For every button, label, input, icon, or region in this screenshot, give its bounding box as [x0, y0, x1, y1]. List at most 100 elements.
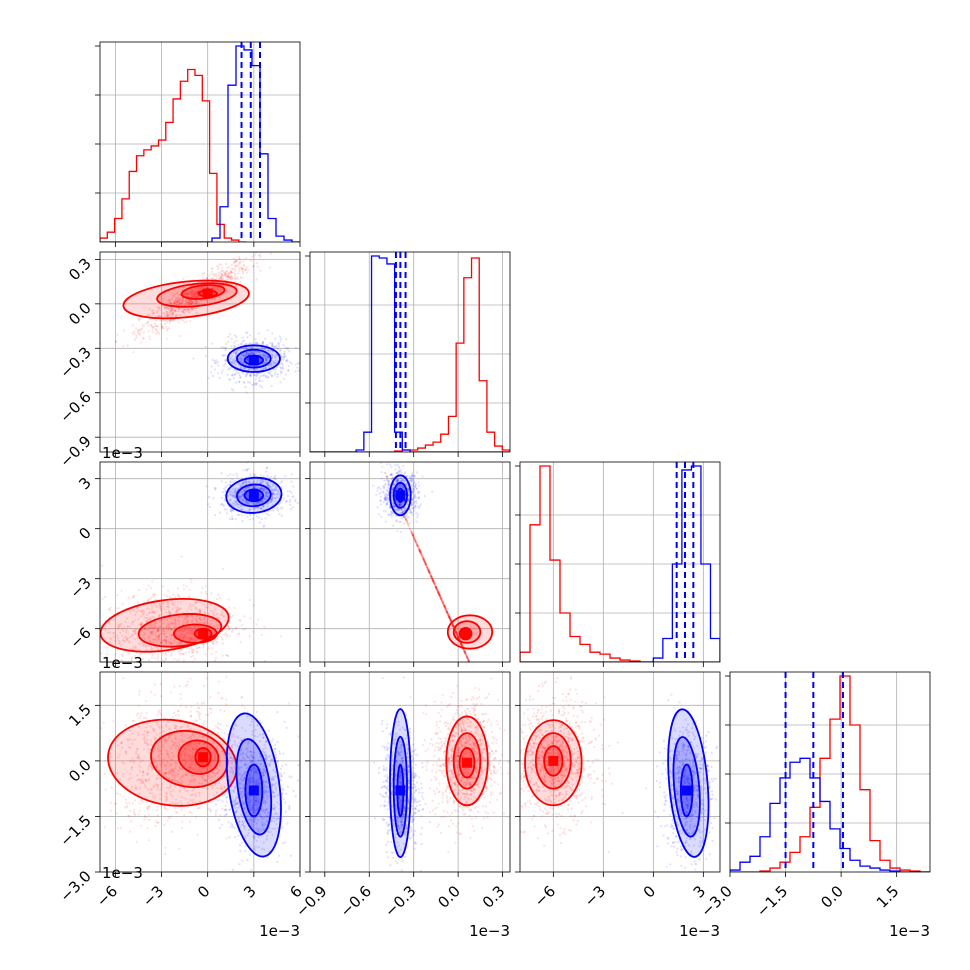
scatter-point [412, 536, 415, 539]
scatter-point [169, 643, 172, 646]
scatter-point [168, 301, 171, 304]
scatter-point [273, 361, 276, 364]
scatter-point [170, 654, 173, 657]
scatter-point [115, 607, 118, 610]
scatter-point [185, 295, 188, 298]
scatter-point [189, 638, 192, 641]
scatter-point [224, 632, 227, 635]
scatter-point [433, 583, 436, 586]
scatter-point [170, 292, 173, 295]
scatter-point [445, 609, 448, 612]
scatter-point [424, 561, 427, 564]
scatter-point [384, 499, 387, 502]
scatter-point [189, 578, 192, 581]
scatter-point [171, 602, 174, 605]
scatter-point [147, 324, 150, 327]
scatter-point [248, 503, 251, 506]
scatter-point [252, 604, 255, 607]
scatter-point [218, 624, 221, 627]
scatter-point [427, 570, 431, 573]
scatter-point [152, 325, 156, 328]
scatter-point [130, 622, 133, 625]
scatter-point [187, 310, 190, 313]
scatter-point [180, 302, 183, 305]
scatter-point [436, 590, 439, 593]
scatter-point [237, 255, 241, 259]
scatter-point [410, 480, 413, 484]
scatter-point [240, 359, 243, 362]
scatter-point [168, 616, 171, 619]
scatter-point [270, 252, 273, 255]
scatter-point [238, 632, 241, 635]
scatter-point [234, 260, 237, 263]
scatter-point [250, 346, 254, 349]
scatter-point [481, 690, 483, 692]
scatter-point [481, 690, 483, 692]
scatter-point [215, 288, 219, 291]
scatter-point [259, 374, 262, 377]
scatter-point [445, 610, 449, 613]
scatter-point [157, 628, 160, 631]
scatter-point [460, 643, 463, 646]
scatter-point [505, 744, 507, 746]
scatter-point [372, 444, 374, 446]
scatter-point [490, 711, 492, 713]
scatter-point [483, 694, 485, 696]
scatter-point [142, 658, 145, 661]
scatter-point [138, 623, 141, 626]
contours-series-0 [446, 614, 494, 650]
scatter-point [200, 292, 203, 295]
scatter-point [386, 477, 389, 480]
scatter-point [206, 503, 210, 506]
scatter-point [242, 354, 245, 357]
scatter-point [491, 712, 493, 714]
scatter-point [271, 344, 274, 347]
scatter-point [241, 481, 244, 485]
scatter-point [161, 325, 164, 328]
scatter-point [220, 371, 223, 374]
scatter-point [424, 563, 428, 566]
scatter-point [435, 587, 438, 591]
scatter-point [419, 551, 422, 555]
scatter-point [448, 617, 451, 620]
scatter-point [437, 591, 440, 594]
scatter-point [273, 361, 276, 364]
scatter-point [400, 471, 403, 474]
scatter-point [186, 292, 190, 295]
scatter-point [229, 473, 232, 476]
scatter-point [210, 622, 213, 625]
scatter-point [154, 621, 157, 625]
scatter-point [387, 479, 390, 482]
scatter-point [274, 496, 277, 500]
scatter-point [166, 601, 169, 604]
scatter-point [261, 488, 264, 491]
scatter-point [232, 268, 235, 271]
scatter-point [503, 739, 505, 741]
scatter-point [154, 328, 157, 331]
scatter-point [415, 542, 418, 545]
scatter-point [259, 474, 263, 477]
scatter-point [185, 320, 188, 323]
scatter-point [195, 301, 198, 305]
scatter-point [245, 373, 248, 376]
scatter-point [423, 559, 426, 563]
scatter-point [240, 267, 244, 270]
scatter-point [229, 480, 232, 483]
scatter-point [191, 288, 194, 291]
scatter-point [212, 287, 215, 290]
scatter-point [478, 684, 480, 686]
scatter-point [382, 485, 385, 488]
scatter-point [430, 575, 433, 578]
scatter-point [427, 568, 430, 571]
scatter-point [219, 511, 222, 514]
scatter-point [182, 277, 185, 280]
scatter-point [264, 367, 267, 370]
scatter-point [213, 297, 216, 300]
scatter-point [178, 634, 182, 637]
scatter-point [456, 635, 459, 638]
scatter-point [208, 505, 211, 508]
scatter-point [272, 497, 275, 500]
scatter-point [172, 311, 175, 315]
scatter-point [157, 305, 161, 309]
scatter-point [175, 634, 178, 638]
